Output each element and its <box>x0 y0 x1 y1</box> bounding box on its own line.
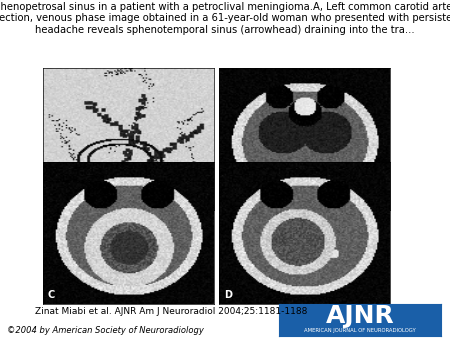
Text: ©2004 by American Society of Neuroradiology: ©2004 by American Society of Neuroradiol… <box>7 326 203 335</box>
Text: A: A <box>48 195 55 205</box>
Text: D: D <box>224 290 232 300</box>
Text: AJNR: AJNR <box>326 305 394 329</box>
Text: C: C <box>48 290 55 300</box>
Text: Zinat Miabi et al. AJNR Am J Neuroradiol 2004;25:1181-1188: Zinat Miabi et al. AJNR Am J Neuroradiol… <box>35 307 307 316</box>
Text: AMERICAN JOURNAL OF NEURORADIOLOGY: AMERICAN JOURNAL OF NEURORADIOLOGY <box>304 328 416 333</box>
Text: Sphenopetrosal sinus in a patient with a petroclival meningioma.A, Left common c: Sphenopetrosal sinus in a patient with a… <box>0 2 450 35</box>
Text: B: B <box>224 195 232 205</box>
